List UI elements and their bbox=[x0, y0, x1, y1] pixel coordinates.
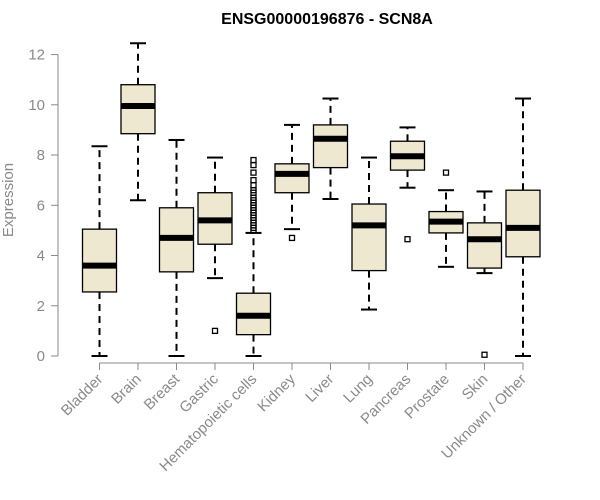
outlier-gastric-0 bbox=[211, 327, 219, 335]
iqr-box-kidney bbox=[274, 163, 310, 194]
y-axis: 0 2 4 6 8 10 12 bbox=[28, 47, 59, 365]
chart-title: ENSG00000196876 - SCN8A bbox=[221, 11, 433, 28]
y-tick-label-12: 12 bbox=[28, 47, 45, 64]
box-unknown-other bbox=[505, 97, 541, 357]
box-lung bbox=[351, 156, 387, 311]
box-bladder bbox=[81, 145, 118, 357]
outlier-hematopoietic-cells-18 bbox=[250, 169, 257, 176]
box-hematopoietic-cells bbox=[235, 156, 272, 357]
x-tick-label-kidney: Kidney bbox=[254, 370, 299, 415]
box-gastric bbox=[197, 156, 233, 335]
box-prostate bbox=[428, 169, 464, 268]
box-skin bbox=[466, 190, 503, 358]
iqr-box-liver bbox=[312, 124, 349, 169]
outlier-kidney-0 bbox=[288, 234, 296, 242]
y-tick-label-4: 4 bbox=[37, 248, 45, 265]
boxes-group bbox=[81, 42, 541, 358]
iqr-box-brain bbox=[120, 84, 156, 135]
y-tick-label-10: 10 bbox=[28, 97, 45, 114]
iqr-box-bladder bbox=[81, 228, 118, 293]
box-liver bbox=[312, 97, 349, 200]
x-tick-label-skin: Skin bbox=[459, 371, 492, 404]
iqr-box-skin bbox=[466, 222, 503, 269]
y-tick-label-6: 6 bbox=[37, 197, 45, 214]
x-tick-label-brain: Brain bbox=[108, 371, 145, 408]
outlier-hematopoietic-cells-17 bbox=[250, 177, 257, 184]
outlier-prostate-0 bbox=[442, 169, 450, 176]
y-axis-title: Expression bbox=[0, 163, 17, 237]
x-tick-label-liver: Liver bbox=[302, 371, 337, 406]
outlier-pancreas-0 bbox=[404, 236, 411, 243]
outlier-hematopoietic-cells-20 bbox=[250, 156, 257, 164]
box-pancreas bbox=[389, 126, 426, 243]
x-tick-label-bladder: Bladder bbox=[58, 371, 107, 420]
box-kidney bbox=[274, 123, 310, 242]
outlier-skin-0 bbox=[481, 351, 488, 358]
outlier-hematopoietic-cells-16 bbox=[250, 182, 257, 189]
iqr-box-lung bbox=[351, 203, 387, 272]
x-tick-label-lung: Lung bbox=[340, 371, 376, 407]
box-breast bbox=[158, 138, 195, 357]
iqr-box-unknown-other bbox=[505, 189, 541, 258]
box-brain bbox=[120, 42, 156, 202]
y-tick-label-0: 0 bbox=[37, 348, 45, 365]
y-tick-label-8: 8 bbox=[37, 147, 45, 164]
outlier-hematopoietic-cells-19 bbox=[250, 161, 257, 169]
y-tick-label-2: 2 bbox=[37, 298, 45, 315]
